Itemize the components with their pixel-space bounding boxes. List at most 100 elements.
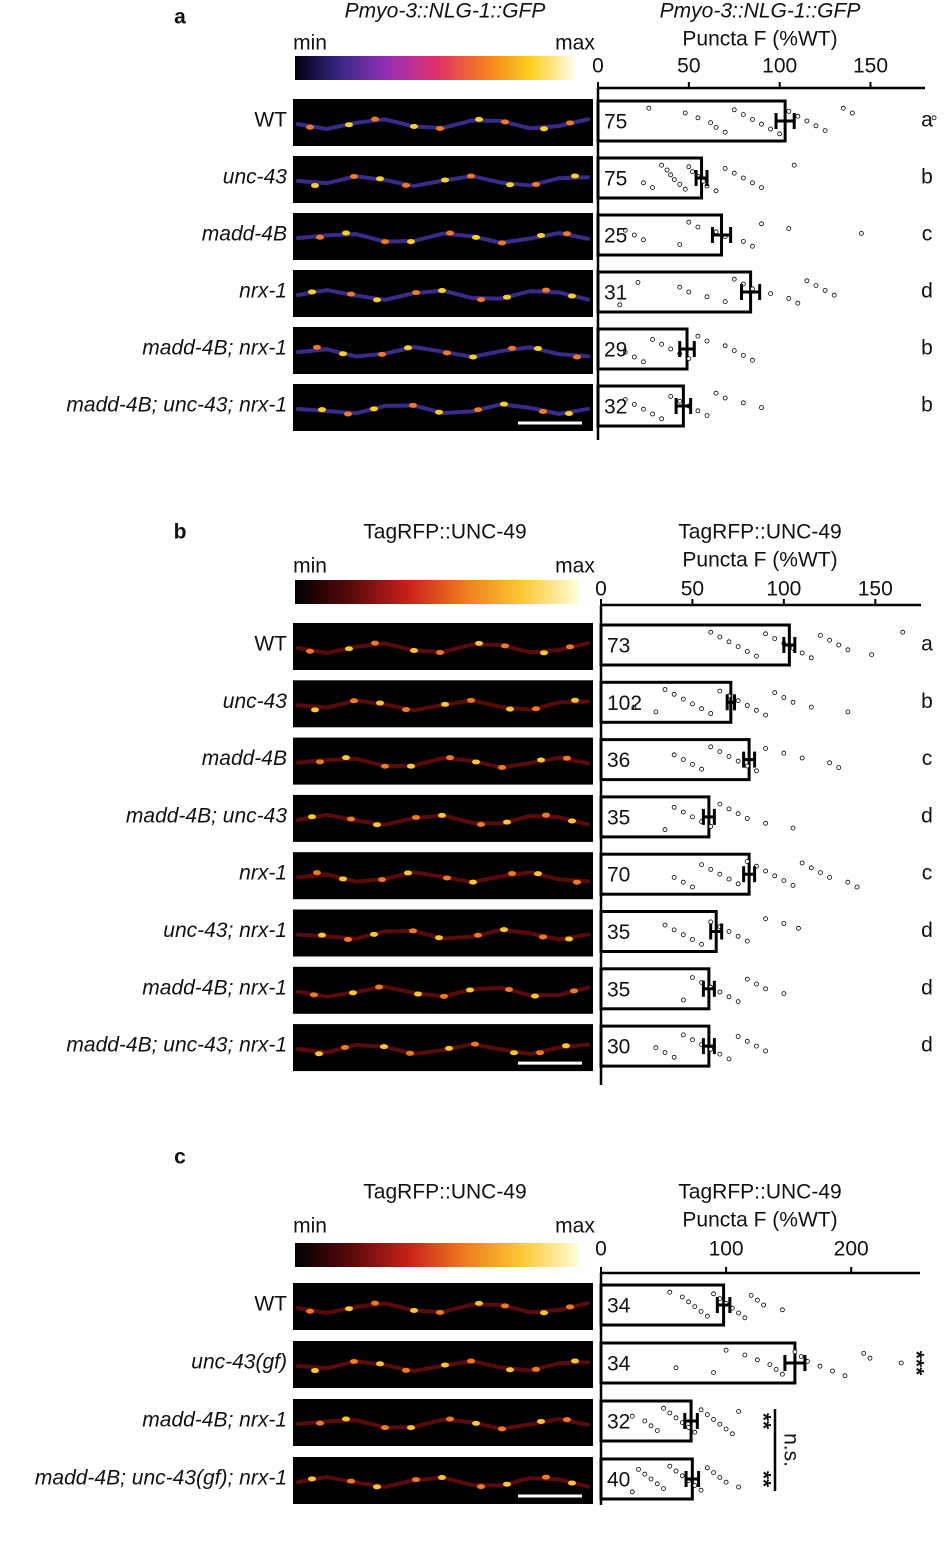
micrograph-punctum — [410, 647, 418, 653]
group-label: d — [921, 976, 933, 999]
micrograph-punctum — [412, 290, 420, 296]
micrograph-punctum — [311, 183, 319, 189]
data-point — [799, 755, 805, 761]
x-tick-label: 0 — [592, 55, 604, 78]
micrograph-punctum — [342, 1416, 350, 1422]
micrograph-punctum — [537, 757, 545, 763]
data-point — [740, 238, 746, 244]
micrograph-punctum — [441, 1362, 449, 1368]
data-point — [831, 292, 837, 298]
group-label: d — [921, 280, 933, 303]
micrograph-punctum — [316, 1420, 324, 1426]
data-point — [840, 105, 846, 111]
data-point — [671, 1054, 677, 1060]
data-point — [713, 188, 719, 194]
data-point — [742, 1315, 748, 1321]
n-label: 36 — [607, 749, 630, 772]
data-point — [817, 1363, 823, 1369]
data-point — [695, 224, 701, 230]
micrograph-punctum — [308, 814, 316, 820]
micrograph-punctum — [410, 1307, 418, 1313]
micrograph-punctum — [402, 182, 410, 188]
data-point — [781, 991, 787, 996]
data-point — [735, 644, 741, 649]
category-label: madd-4B; nrx-1 — [142, 976, 287, 999]
data-point — [686, 1425, 691, 1430]
group-label: a — [921, 109, 933, 132]
data-point — [735, 999, 741, 1004]
data-point — [772, 636, 778, 641]
bar — [599, 623, 791, 667]
data-point — [680, 757, 686, 762]
micrograph-punctum — [373, 1484, 381, 1490]
category-label: unc-43(gf) — [191, 1351, 287, 1374]
data-point — [704, 1313, 710, 1319]
micrograph-punctum — [500, 401, 508, 407]
data-point — [686, 219, 692, 225]
data-point — [792, 1349, 798, 1355]
data-point — [740, 400, 746, 406]
micrograph-punctum — [571, 697, 579, 703]
error-bar — [740, 284, 762, 300]
data-point — [704, 1465, 710, 1471]
data-point — [735, 1034, 741, 1039]
data-point — [713, 125, 719, 130]
micrograph-punctum — [498, 240, 506, 246]
micrograph-punctum — [477, 1484, 485, 1490]
data-point — [671, 691, 677, 697]
category-label: madd-4B — [202, 747, 287, 770]
data-point — [763, 820, 768, 826]
data-point — [682, 110, 688, 116]
micrograph-punctum — [438, 812, 446, 818]
data-point — [786, 295, 792, 301]
data-point — [622, 397, 628, 403]
micrograph-punctum — [568, 1480, 576, 1486]
error-bar — [742, 866, 757, 883]
data-point — [642, 1418, 648, 1424]
data-point — [677, 181, 683, 187]
group-label: a — [921, 633, 933, 656]
n-label: 34 — [607, 1295, 631, 1318]
data-point — [744, 703, 750, 708]
n-label: 31 — [604, 282, 627, 305]
colorbar-max: max — [555, 32, 595, 55]
micrograph-punctum — [542, 287, 550, 293]
data-point — [723, 1426, 729, 1432]
micrograph-punctum — [532, 1366, 540, 1372]
data-point — [731, 348, 737, 354]
micrograph-punctum — [537, 232, 545, 238]
data-point — [711, 1291, 716, 1297]
micrograph-punctum — [344, 936, 352, 942]
data-point — [768, 291, 773, 297]
data-point — [799, 650, 805, 656]
micrograph-punctum — [438, 287, 446, 293]
micrograph-punctum — [563, 1417, 571, 1423]
data-point — [659, 416, 664, 422]
bar — [599, 738, 751, 782]
data-point — [740, 175, 746, 181]
micrograph-punctum — [562, 1043, 570, 1049]
group-label: d — [921, 804, 933, 827]
micrograph-punctum — [402, 707, 410, 713]
micrograph-punctum — [498, 1426, 506, 1432]
micrograph-punctum — [342, 230, 350, 236]
data-point — [708, 629, 714, 635]
data-point — [717, 749, 723, 754]
chart-title: TagRFP::UNC-49 — [678, 1181, 841, 1204]
data-point — [744, 1038, 750, 1044]
micrograph-punctum — [349, 990, 357, 996]
micrograph-punctum — [313, 344, 321, 350]
data-point — [631, 401, 637, 407]
micrograph-punctum — [475, 640, 483, 646]
micrograph-punctum — [345, 1306, 353, 1312]
data-point — [671, 177, 677, 183]
micrograph-punctum — [540, 650, 548, 656]
micrograph-punctum — [376, 700, 384, 706]
data-point — [698, 1309, 704, 1314]
micrograph-punctum — [540, 1310, 548, 1316]
micrograph-punctum — [378, 877, 386, 883]
micrograph — [293, 623, 593, 670]
bar — [596, 384, 685, 428]
micrograph-punctum — [536, 1050, 544, 1056]
data-point — [772, 873, 778, 879]
